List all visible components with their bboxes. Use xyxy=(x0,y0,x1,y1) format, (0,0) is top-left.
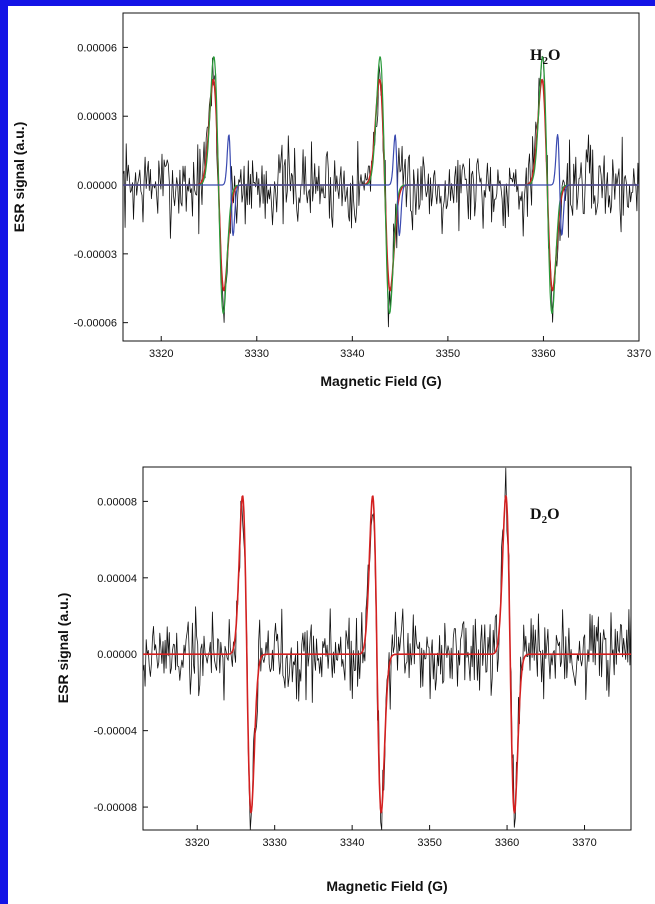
plot-frame-h2o xyxy=(122,12,640,342)
x-tick-label-d2o: 3350 xyxy=(417,837,441,849)
y-axis-label-h2o: ESR signal (a.u.) xyxy=(11,122,27,232)
x-tick-label-h2o: 3340 xyxy=(340,348,364,360)
y-tick-label-h2o: -0.00006 xyxy=(74,318,117,330)
y-tick-label-h2o: -0.00003 xyxy=(74,249,117,261)
y-tick-label-d2o: -0.00008 xyxy=(94,802,137,814)
x-tick-label-d2o: 3370 xyxy=(572,837,596,849)
chart-panel-h2o: 3320 3330 3340 3350 3360 3370 0.00006 0.00003 0.… xyxy=(11,12,652,389)
x-tick-label-d2o: 3330 xyxy=(262,837,286,849)
y-tick-label-h2o: 0.00000 xyxy=(77,180,117,192)
chart-panel-d2o: 3320 3330 3340 3350 3360 3370 0.00008 0.00004 0.… xyxy=(55,466,632,894)
y-tick-label-d2o: 0.00000 xyxy=(97,649,137,661)
x-tick-label-h2o: 3320 xyxy=(149,348,173,360)
series-line-fit-d2o xyxy=(142,495,632,814)
x-tick-label-h2o: 3350 xyxy=(436,348,460,360)
y-tick-label-d2o: -0.00004 xyxy=(94,726,137,738)
y-tick-label-h2o: 0.00003 xyxy=(77,111,117,123)
annotation-d2o: D2O xyxy=(530,506,560,526)
x-tick-label-h2o: 3330 xyxy=(245,348,269,360)
x-tick-label-d2o: 3340 xyxy=(340,837,364,849)
series-line-component-h2o xyxy=(122,134,640,237)
series-line-experimental-d2o xyxy=(142,467,632,831)
x-tick-label-d2o: 3320 xyxy=(185,837,209,849)
annotation-h2o: H2O xyxy=(530,47,560,67)
ticks-h2o: 3320 3330 3340 3350 3360 3370 0.00006 0.00003 0.… xyxy=(74,42,652,360)
y-tick-label-d2o: 0.00008 xyxy=(97,496,137,508)
series-line-component-h2o xyxy=(122,56,640,315)
x-tick-label-h2o: 3360 xyxy=(531,348,555,360)
x-tick-label-h2o: 3370 xyxy=(627,348,651,360)
ticks-d2o: 3320 3330 3340 3350 3360 3370 0.00008 0.00004 0.… xyxy=(94,496,597,849)
y-tick-label-h2o: 0.00006 xyxy=(77,42,117,54)
series-h2o xyxy=(122,55,640,328)
left-border xyxy=(0,0,8,904)
top-border xyxy=(0,0,655,6)
x-axis-label-h2o: Magnetic Field (G) xyxy=(320,373,441,389)
y-axis-label-d2o: ESR signal (a.u.) xyxy=(55,593,71,703)
y-tick-label-d2o: 0.00004 xyxy=(97,573,137,585)
series-d2o xyxy=(142,467,632,831)
x-tick-label-d2o: 3360 xyxy=(495,837,519,849)
x-axis-label-d2o: Magnetic Field (G) xyxy=(326,878,447,894)
plot-frame-d2o xyxy=(142,466,632,831)
